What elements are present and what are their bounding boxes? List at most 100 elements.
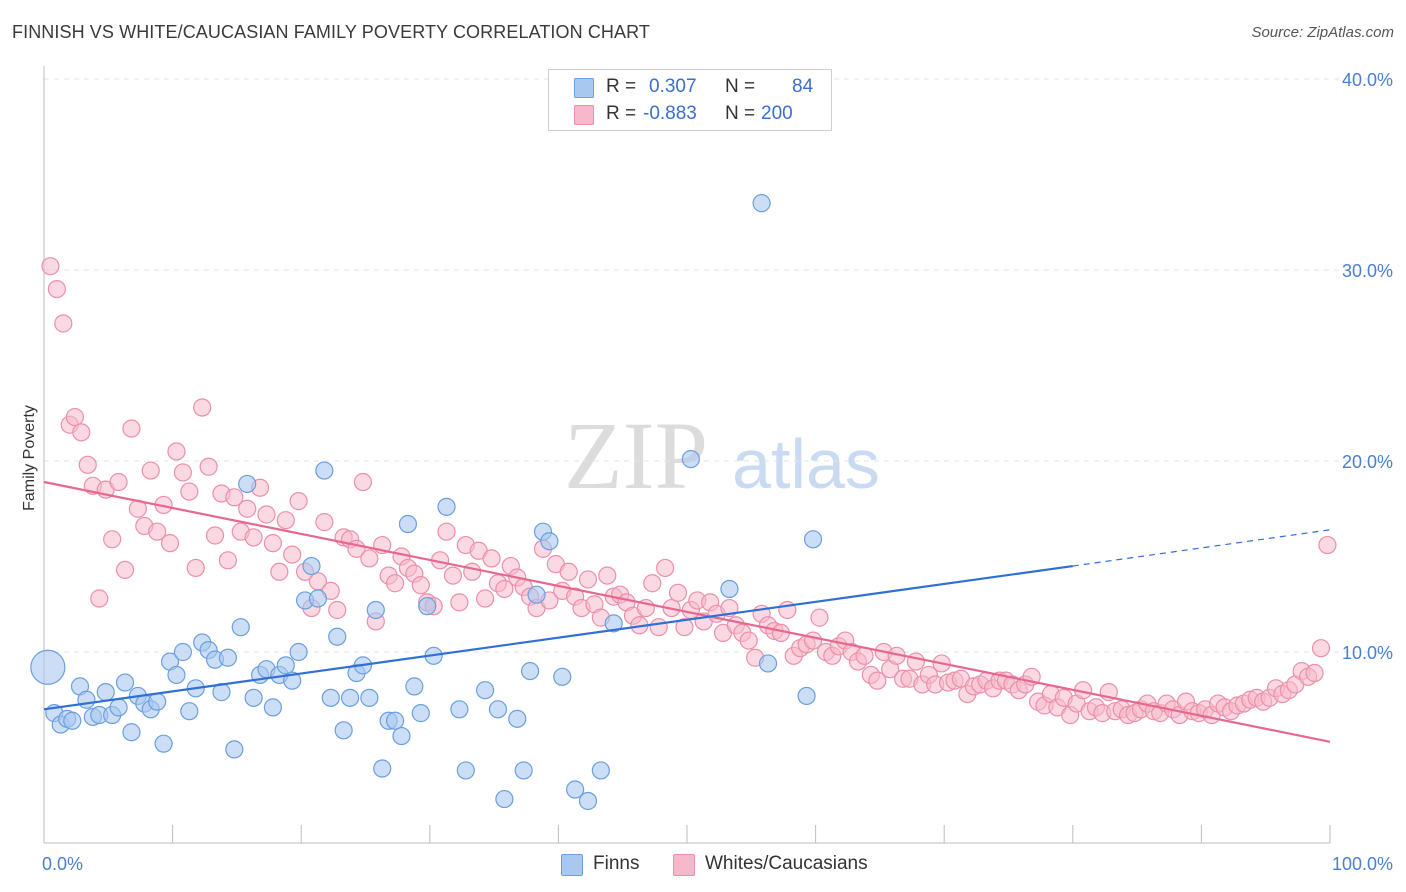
whites-point [598, 566, 617, 585]
whites-point [656, 558, 675, 578]
whites-point [186, 558, 205, 578]
x-tick-label: 0.0% [42, 854, 83, 874]
finns-point [360, 688, 379, 707]
finns-point [411, 704, 430, 723]
y-tick-label: 30.0% [1342, 261, 1393, 281]
finns-point [30, 649, 66, 685]
finns-point [315, 461, 334, 480]
whites-point [868, 671, 887, 690]
legend-n-value: 84 [792, 76, 814, 97]
whites-point [739, 631, 758, 650]
finns-point [77, 690, 96, 709]
finns-point [148, 692, 167, 711]
legend-row-finns: R = 0.307 N = 84 [549, 74, 831, 100]
finns-point [514, 761, 533, 780]
finns-point [681, 449, 700, 469]
whites-point [167, 442, 186, 461]
finns-point [218, 648, 237, 667]
whites-point [353, 472, 373, 492]
finns-point [180, 702, 199, 721]
finns-point [276, 656, 295, 675]
finns-point [302, 556, 321, 576]
finns-point [758, 654, 778, 673]
whites-point [443, 566, 463, 585]
whites-point [559, 562, 578, 581]
finns-point [803, 530, 823, 549]
whites-point [205, 526, 225, 545]
legend: R = 0.307 N = 84 R = -0.883 N = 200 [548, 69, 832, 131]
finns-point [244, 688, 263, 707]
finns-point [437, 497, 456, 516]
whites-label: Whites/Caucasians [705, 853, 868, 874]
finns-point [167, 665, 186, 685]
whites-point [160, 534, 180, 553]
whites-point [649, 618, 668, 637]
finns-point [308, 589, 328, 608]
finns-point [475, 681, 495, 700]
whites-point [193, 398, 212, 417]
finns-point [456, 761, 475, 780]
finns-point [340, 688, 360, 707]
finns-point [508, 709, 527, 728]
finns-point [405, 677, 424, 696]
finns-point [63, 711, 82, 730]
finns-point [154, 734, 173, 753]
whites-point [65, 407, 84, 427]
finns-point [540, 532, 559, 551]
whites-point [148, 522, 167, 541]
whites-point [41, 257, 60, 276]
whites-point [115, 560, 135, 579]
whites-point [276, 511, 295, 530]
finns-point [566, 780, 585, 799]
finns-point [495, 789, 514, 809]
finns-point [392, 726, 411, 746]
y-tick-label: 20.0% [1342, 452, 1393, 472]
whites-point [668, 583, 688, 602]
whites-point [263, 534, 283, 553]
whites-point [270, 562, 289, 581]
whites-point [315, 513, 334, 532]
whites-point [54, 314, 73, 333]
finns-point [115, 673, 135, 692]
legend-r-value: -0.883 [643, 103, 697, 124]
whites-point [141, 461, 160, 480]
chart-title: FINNISH VS WHITE/CAUCASIAN FAMILY POVERT… [12, 22, 651, 42]
finns-point [289, 642, 308, 662]
grid-lines [44, 78, 1393, 653]
legend-r-label: R = [606, 103, 637, 124]
y-axis-title: Family Poverty [21, 405, 38, 511]
whites-point [180, 482, 199, 501]
legend-r-value: 0.307 [649, 76, 697, 97]
whites-point [289, 492, 308, 511]
finns-point [797, 686, 816, 706]
whites-point [675, 618, 694, 637]
whites-point [122, 419, 141, 438]
whites-point [103, 530, 122, 549]
axes [43, 66, 1331, 844]
finns-swatch [574, 78, 594, 98]
whites-point [495, 579, 514, 599]
finns-point [752, 194, 771, 213]
bottom-legend: Finns Whites/Caucasians [0, 852, 1406, 876]
whites-point [90, 589, 109, 608]
finns-point [263, 698, 283, 717]
finns-point [488, 700, 508, 719]
whites-point [199, 457, 218, 476]
finns-point [398, 514, 418, 534]
trend-lines [43, 480, 1331, 743]
y-tick-label: 40.0% [1342, 70, 1393, 90]
finns-point [96, 683, 115, 702]
whites-point [643, 574, 662, 593]
whites-swatch [574, 105, 594, 125]
whites-point [810, 608, 829, 627]
finns-point [225, 740, 244, 759]
whites-point [47, 280, 66, 299]
finns-point [109, 698, 128, 717]
whites-swatch [673, 854, 695, 876]
y-tick-label: 10.0% [1342, 643, 1393, 663]
whites-point [238, 499, 257, 518]
tick-labels: 10.0% 20.0% 30.0% 40.0% 0.0% 100.0% [42, 70, 1393, 874]
finns-trend-extension [1072, 529, 1331, 567]
whites-point [109, 472, 128, 492]
